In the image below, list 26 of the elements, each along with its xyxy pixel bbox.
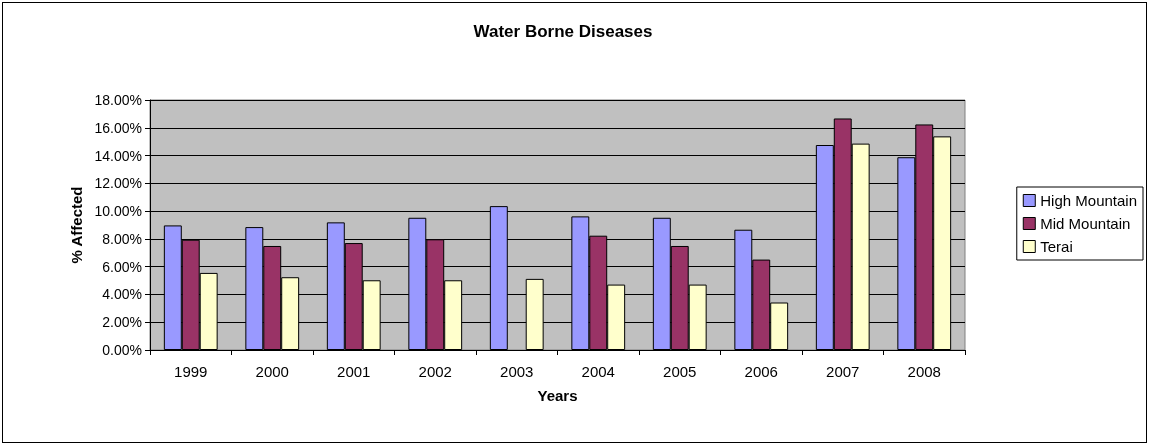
y-tick-label: 8.00% <box>102 230 142 247</box>
legend-label: Mid Mountain <box>1040 215 1131 232</box>
x-tick-label: 2005 <box>663 363 697 380</box>
chart-title: Water Borne Diseases <box>473 22 653 41</box>
x-tick-label: 2008 <box>907 363 941 380</box>
y-tick-label: 4.00% <box>102 286 142 303</box>
y-axis-title: % Affected <box>67 186 85 264</box>
y-tick-label: 18.00% <box>94 92 142 108</box>
x-tick-label: 2007 <box>826 363 860 380</box>
y-tick-label: 2.00% <box>102 314 142 331</box>
x-tick-label: 2006 <box>744 363 778 380</box>
x-tick-label: 2000 <box>255 363 289 380</box>
x-tick-label: 1999 <box>174 363 208 380</box>
y-tick-label: 14.00% <box>94 147 142 164</box>
y-tick-label: 10.00% <box>94 203 142 220</box>
y-tick-label: 0.00% <box>102 342 142 358</box>
y-tick-label: 12.00% <box>94 175 142 192</box>
legend-label: High Mountain <box>1040 192 1138 209</box>
x-tick-label: 2002 <box>418 363 452 380</box>
legend-label: Terai <box>1040 238 1073 255</box>
x-tick-label: 2001 <box>337 363 371 380</box>
x-tick-label: 2003 <box>500 363 534 380</box>
x-tick-label: 2004 <box>581 363 615 380</box>
y-tick-label: 16.00% <box>94 119 142 136</box>
x-axis-title: Years <box>537 387 578 404</box>
y-tick-label: 6.00% <box>102 258 142 275</box>
